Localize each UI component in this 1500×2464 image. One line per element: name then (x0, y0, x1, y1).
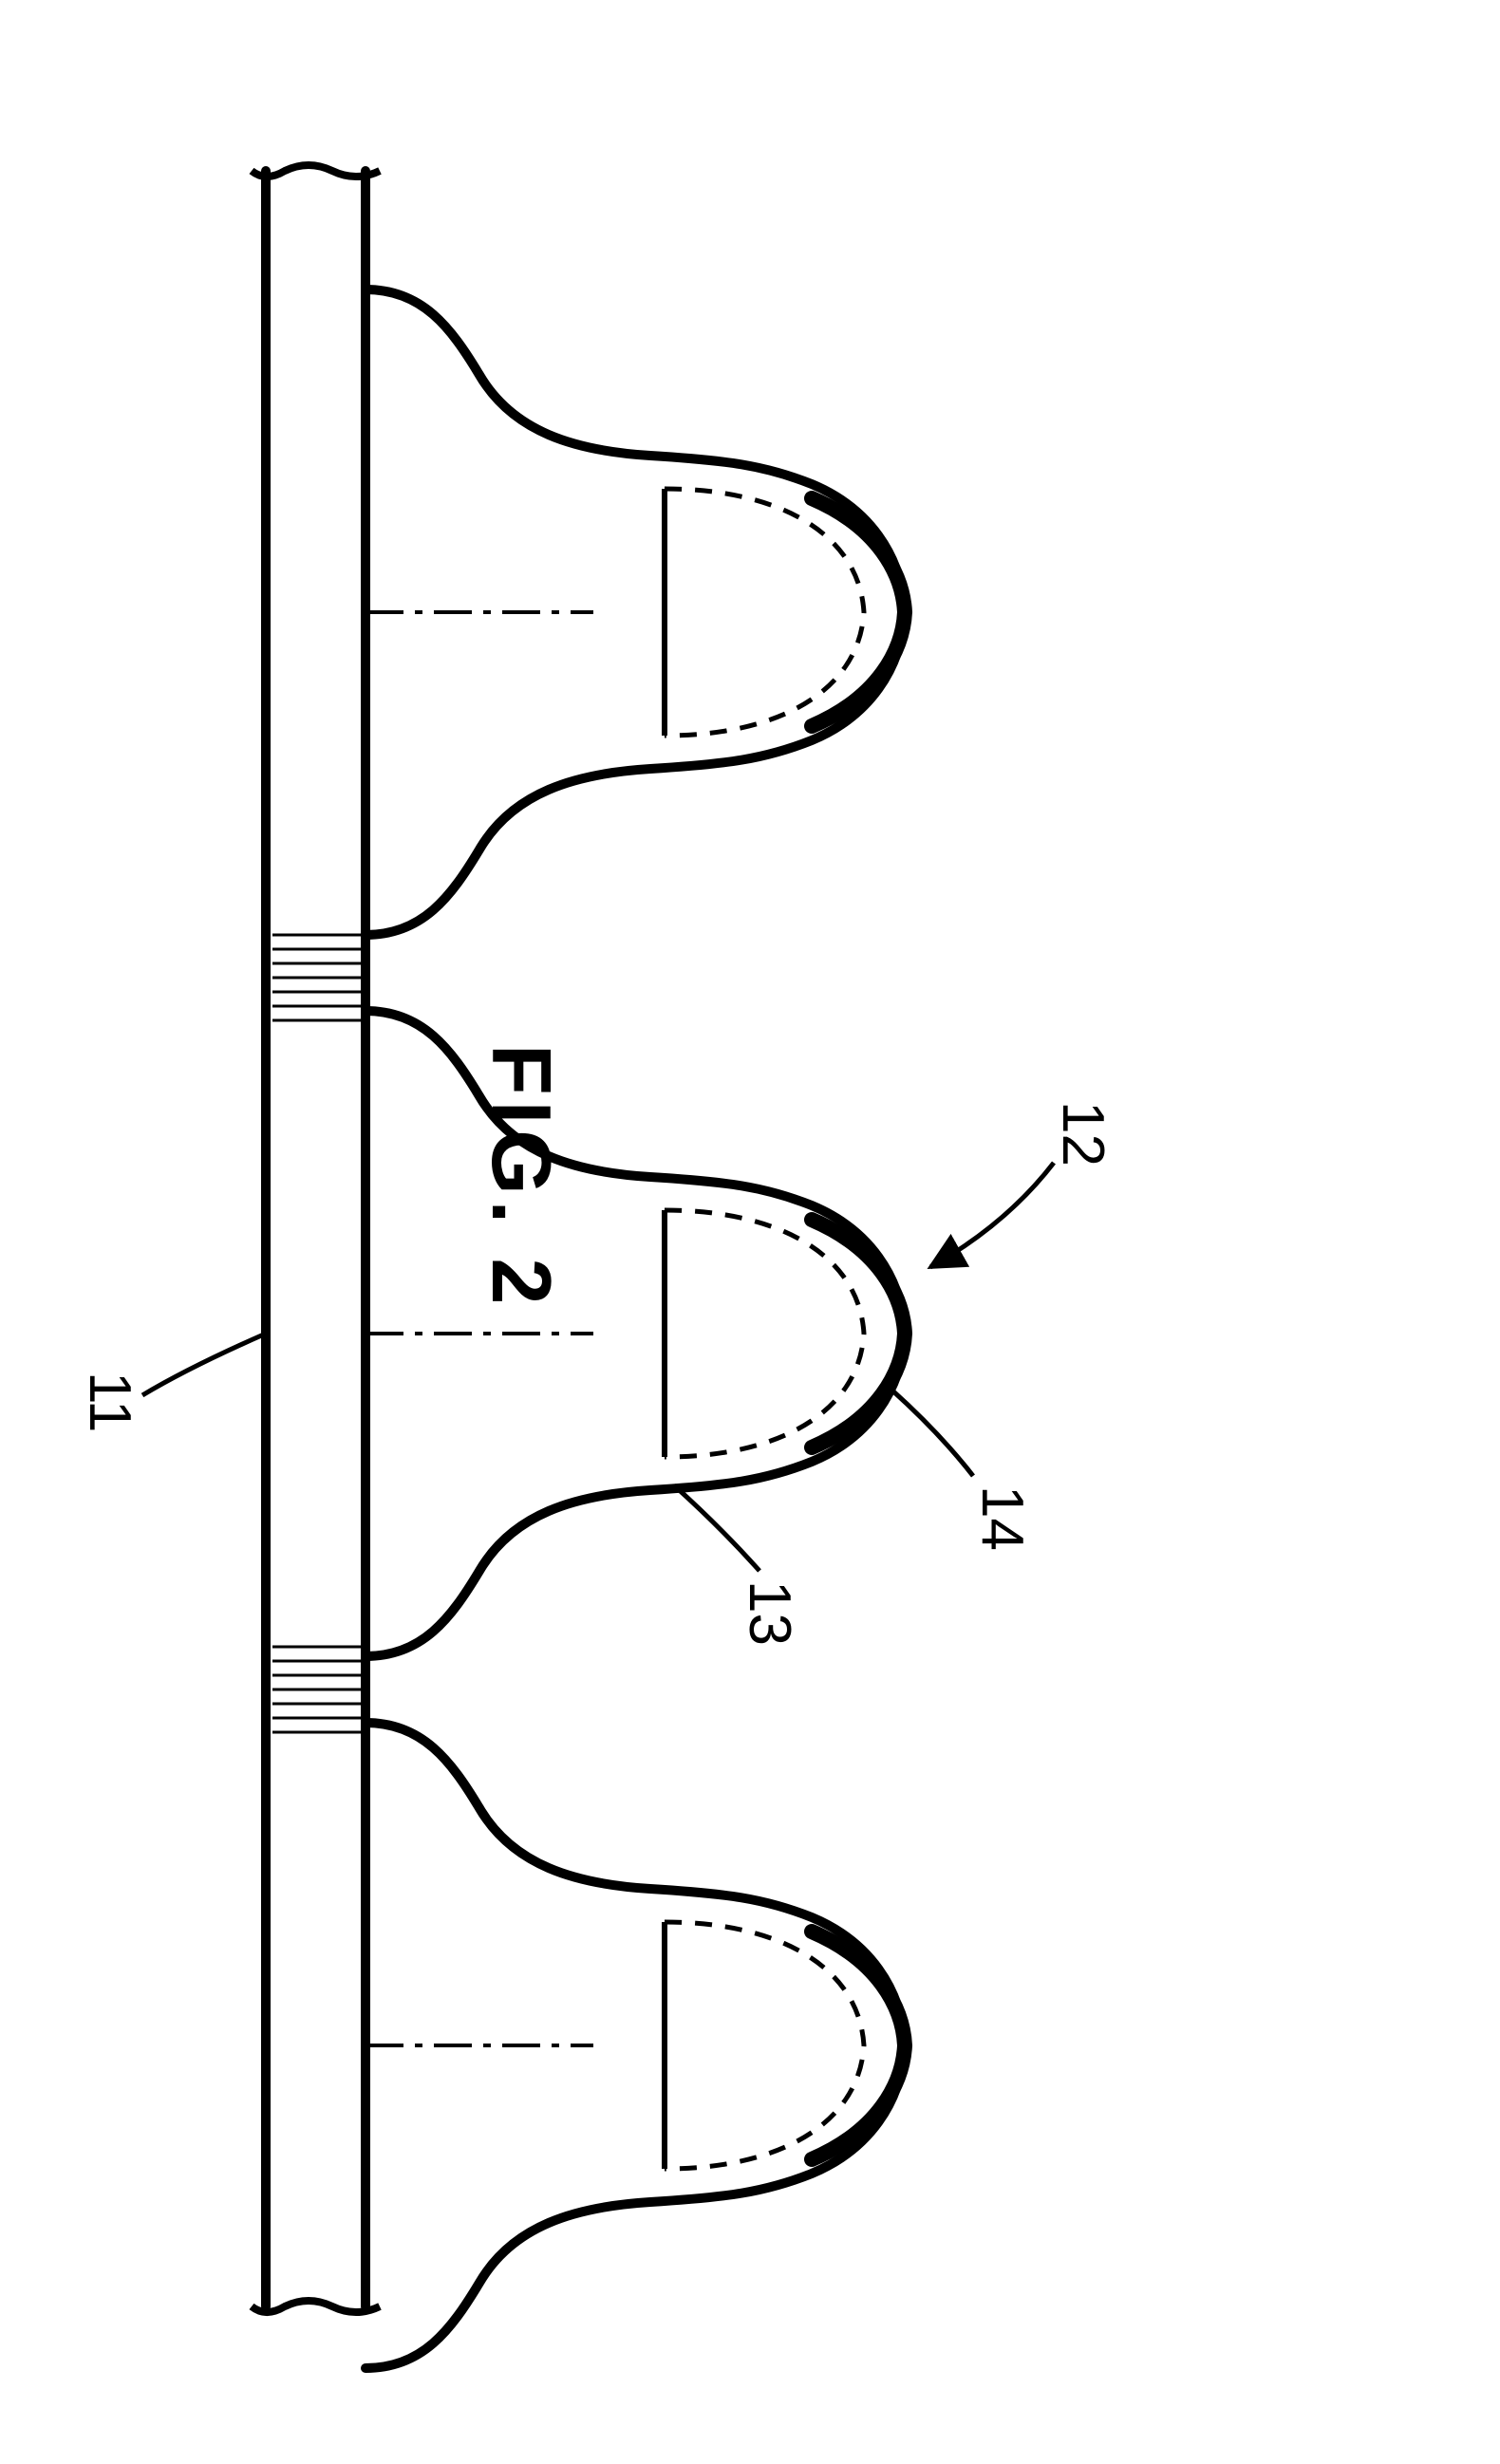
tooth-2 (366, 1011, 905, 1656)
leader-11 (142, 1334, 266, 1395)
ref-labels: 12 14 13 11 (77, 1101, 1116, 1646)
page: FIG. 2 (0, 0, 1500, 2464)
leader-13 (674, 1485, 759, 1571)
label-13: 13 (737, 1580, 802, 1646)
base-hatching (272, 935, 361, 1732)
label-12: 12 (1050, 1101, 1116, 1167)
figure-title: FIG. 2 (473, 1044, 570, 1311)
base-right-break (252, 2301, 380, 2312)
leader-14 (892, 1391, 973, 1476)
tooth-3 (366, 1723, 905, 2368)
leader-12 (930, 1163, 1054, 1267)
label-11: 11 (77, 1372, 142, 1432)
tooth-1 (366, 289, 905, 935)
label-14: 14 (969, 1485, 1035, 1551)
figure-diagram: 12 14 13 11 (0, 0, 1500, 2464)
base-left-break (252, 165, 380, 177)
